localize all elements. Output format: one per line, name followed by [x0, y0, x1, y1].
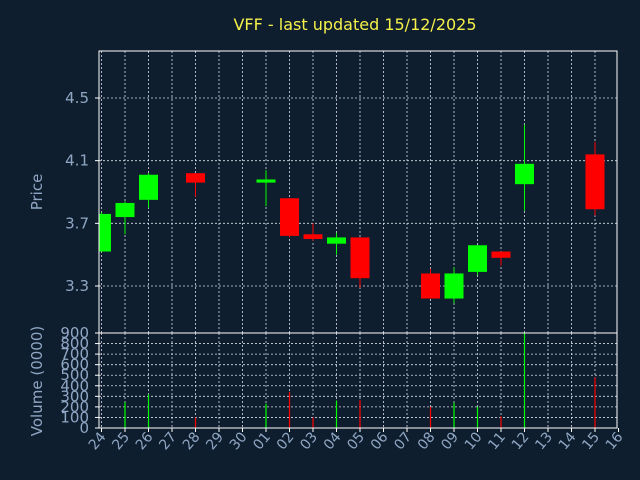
candle-11 [491, 251, 511, 266]
x-ticks: 24 25 26 27 28 29 30 01 02 03 04 05 06 07 08 09 10 11 12 13… [86, 428, 627, 453]
candle-02 [280, 198, 299, 238]
x-axis-label: Day [334, 459, 362, 475]
volume-tick-label: 600 [60, 356, 89, 374]
candle-body [115, 202, 135, 218]
price-axis-label: Price [28, 174, 46, 211]
volume-tick-label: 300 [60, 387, 89, 405]
candle-25 [115, 201, 135, 235]
candle-body [468, 245, 487, 272]
candle-12 [515, 124, 534, 211]
candle-08 [421, 268, 440, 299]
chart-title: VFF - last updated 15/12/2025 [233, 15, 476, 34]
candle-05 [350, 237, 370, 288]
price-tick-label: 3.3 [65, 277, 89, 295]
candle-body [515, 163, 534, 185]
candle-01 [256, 170, 276, 207]
price-tick-label: 3.7 [65, 214, 89, 232]
candle-24 [99, 212, 111, 252]
price-y-ticks: 3.3 3.7 4.1 4.5 [65, 89, 99, 295]
volume-tick-label: 500 [60, 366, 89, 384]
volume-tick-label: 400 [60, 377, 89, 395]
volume-bars [124, 333, 596, 428]
candle-body [186, 173, 205, 183]
volume-tick-label: 100 [60, 408, 89, 426]
volume-axis-label: Volume (0000) [28, 326, 46, 436]
volume-tick-label: 800 [60, 335, 89, 353]
candle-28 [186, 173, 205, 197]
candle-body [444, 273, 464, 299]
candle-body [585, 154, 605, 210]
candle-26 [139, 173, 158, 208]
candle-09 [444, 267, 464, 304]
volume-tick-label: 700 [60, 345, 89, 363]
candle-03 [303, 223, 323, 241]
volume-frame [98, 332, 618, 429]
candle-body [139, 174, 158, 200]
price-panel: 3.3 3.7 4.1 4.5 Price [28, 50, 618, 334]
volume-tick-label: 900 [60, 324, 89, 342]
candle-body [421, 273, 440, 299]
volume-tick-label: 200 [60, 398, 89, 416]
candle-body [491, 251, 511, 258]
price-tick-label: 4.1 [65, 152, 89, 170]
volume-tick-label: 0 [79, 419, 89, 437]
candle-15 [585, 141, 605, 216]
candle-body [256, 179, 276, 183]
candle-body [99, 213, 111, 252]
candle-body [280, 198, 299, 236]
price-candles [99, 124, 605, 304]
candle-body [327, 237, 346, 244]
candle-04 [327, 232, 346, 255]
candle-body [303, 234, 323, 239]
price-tick-label: 4.5 [65, 89, 89, 107]
candle-body [350, 237, 370, 279]
candle-10 [468, 245, 487, 276]
